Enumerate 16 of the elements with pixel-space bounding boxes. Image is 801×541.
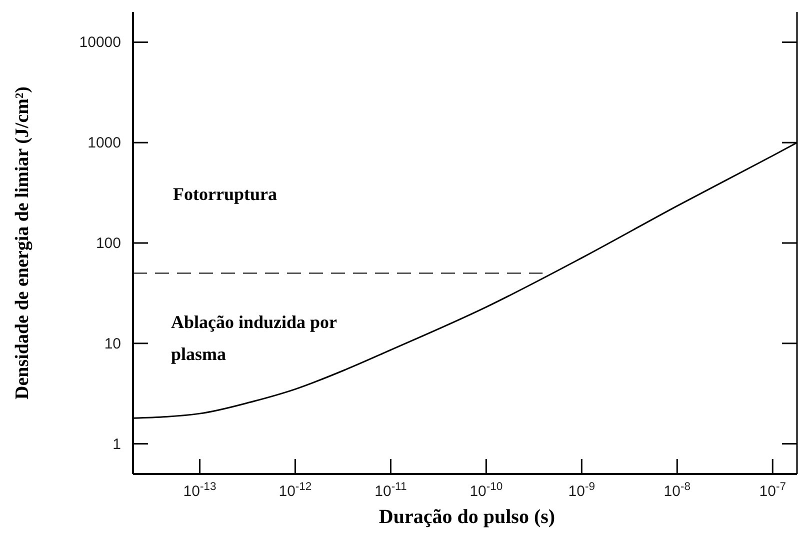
x-tick-label: 10$^{-10}$ <box>470 481 503 500</box>
annotation: Fotorruptura <box>173 183 278 206</box>
x-tick-label: 10$^{-9}$ <box>568 481 596 500</box>
y-tick-label: 10 <box>104 335 121 352</box>
y-tick-label: 1000 <box>88 134 121 152</box>
y-tick-label: 1 <box>112 436 121 453</box>
annotation: Ablação induzida por plasma <box>171 311 338 366</box>
y-tick-label: 100 <box>96 235 121 252</box>
x-tick-label: 10$^{-8}$ <box>664 481 690 500</box>
y-tick-label: 10000 <box>79 34 121 52</box>
y-axis-title: Densidade de energia de limiar (J/cm²) <box>12 86 34 402</box>
x-axis-title: Duração do pulso (s) <box>378 506 556 529</box>
x-tick-label: 10$^{-7}$ <box>759 481 786 500</box>
x-tick-label: 10$^{-11}$ <box>374 481 407 500</box>
x-tick-label: 10$^{-13}$ <box>183 481 216 500</box>
x-tick-label: 10$^{-12}$ <box>278 481 312 500</box>
